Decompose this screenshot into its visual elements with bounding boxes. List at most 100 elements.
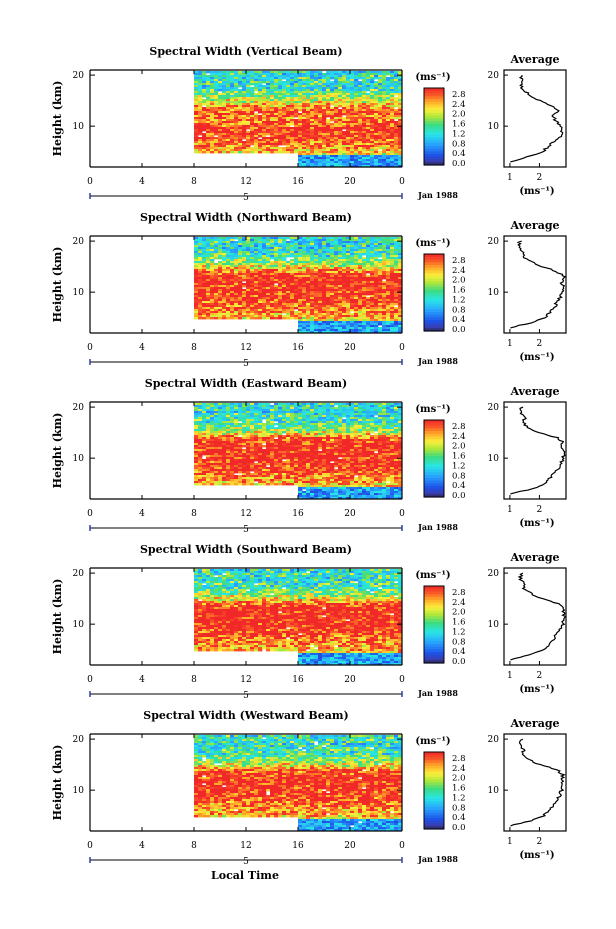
colorbar-segment — [424, 145, 444, 150]
heatmap-cell — [194, 285, 199, 288]
colorbar-tick-label: 1.2 — [452, 129, 466, 139]
heatmap-cell — [218, 139, 223, 142]
heatmap-cell — [358, 147, 363, 150]
heatmap-cell — [306, 91, 311, 94]
heatmap-cell — [318, 77, 323, 80]
heatmap-cell — [322, 151, 327, 154]
heatmap-cell — [238, 139, 243, 142]
heatmap-cell — [386, 237, 391, 240]
colorbar-tick-label: 1.2 — [452, 295, 466, 305]
heatmap-cell — [370, 125, 375, 128]
heatmap-cell — [222, 105, 227, 108]
heatmap-cell — [214, 93, 219, 96]
heatmap-cell — [270, 115, 275, 118]
heatmap-cell — [342, 295, 347, 298]
heatmap-cell — [206, 115, 211, 118]
heatmap-cell — [194, 273, 199, 276]
heatmap-cell — [234, 251, 239, 254]
heatmap-cell — [362, 137, 367, 140]
heatmap-cell — [302, 303, 307, 306]
heatmap-cell — [342, 157, 347, 160]
heatmap-cell — [222, 303, 227, 306]
heatmap-cell — [338, 147, 343, 150]
heatmap-cell — [286, 83, 291, 86]
heatmap-cell — [254, 119, 259, 122]
heatmap-cell — [374, 239, 379, 242]
heatmap-cell — [370, 263, 375, 266]
heatmap-cell — [278, 105, 283, 108]
heatmap-cell — [202, 127, 207, 130]
heatmap-cell — [366, 163, 371, 166]
heatmap-cell — [366, 83, 371, 86]
heatmap-cell — [242, 247, 247, 250]
heatmap-cell — [210, 293, 215, 296]
heatmap-cell — [222, 115, 227, 118]
heatmap-cell — [254, 105, 259, 108]
heatmap-cell — [290, 137, 295, 140]
heatmap-cell — [250, 289, 255, 292]
heatmap-cell — [238, 89, 243, 92]
heatmap-cell — [330, 265, 335, 268]
heatmap-cell — [374, 305, 379, 308]
heatmap-cell — [374, 145, 379, 148]
heatmap-cell — [258, 245, 263, 248]
heatmap-cell — [338, 133, 343, 136]
heatmap-cell — [222, 73, 227, 76]
heatmap-cell — [378, 275, 383, 278]
heatmap-cell — [270, 299, 275, 302]
heatmap-cell — [390, 159, 395, 162]
heatmap-cell — [334, 305, 339, 308]
heatmap-cell — [398, 303, 403, 306]
heatmap-cell — [282, 129, 287, 132]
heatmap-cell — [286, 249, 291, 252]
heatmap-cell — [334, 285, 339, 288]
heatmap-cell — [262, 253, 267, 256]
heatmap-cell — [238, 145, 243, 148]
heatmap-cell — [314, 331, 319, 334]
colorbar-segment — [424, 129, 444, 133]
heatmap-cell — [210, 257, 215, 260]
heatmap-cell — [266, 293, 271, 296]
heatmap-cell — [370, 97, 375, 100]
heatmap-cell — [234, 303, 239, 306]
heatmap-cell — [258, 315, 263, 318]
heatmap-cell — [202, 315, 207, 318]
heatmap-cell — [262, 259, 267, 262]
heatmap-cell — [274, 249, 279, 252]
heatmap-cell — [338, 297, 343, 300]
heatmap-cell — [294, 87, 299, 90]
heatmap-cell — [250, 239, 255, 242]
heatmap-cell — [194, 465, 199, 468]
heatmap-cell — [298, 149, 303, 152]
x-tick-label: 0 — [399, 177, 405, 187]
heatmap-cell — [382, 321, 387, 324]
heatmap-cell — [238, 267, 243, 270]
heatmap-cell — [326, 287, 331, 290]
heatmap-cell — [218, 89, 223, 92]
heatmap-cell — [394, 311, 399, 314]
heatmap-cell — [210, 437, 215, 440]
heatmap-cell — [374, 295, 379, 298]
heatmap-cell — [234, 149, 239, 152]
heatmap-cell — [366, 241, 371, 244]
heatmap-cell — [270, 109, 275, 112]
heatmap-cell — [390, 97, 395, 100]
heatmap-cell — [346, 293, 351, 296]
heatmap-cell — [242, 129, 247, 132]
heatmap-cell — [398, 155, 403, 158]
heatmap-cell — [278, 139, 283, 142]
heatmap-cell — [334, 297, 339, 300]
heatmap-cell — [310, 149, 315, 152]
heatmap-cell — [266, 151, 271, 154]
heatmap-cell — [210, 97, 215, 100]
heatmap-cell — [214, 443, 219, 446]
heatmap-cell — [226, 149, 231, 152]
heatmap-cell — [350, 101, 355, 104]
heatmap-cell — [242, 89, 247, 92]
heatmap-cell — [330, 251, 335, 254]
heatmap-cell — [290, 77, 295, 80]
heatmap-cell — [302, 159, 307, 162]
heatmap-cell — [194, 113, 199, 116]
heatmap-cell — [350, 143, 355, 146]
heatmap-cell — [238, 305, 243, 308]
